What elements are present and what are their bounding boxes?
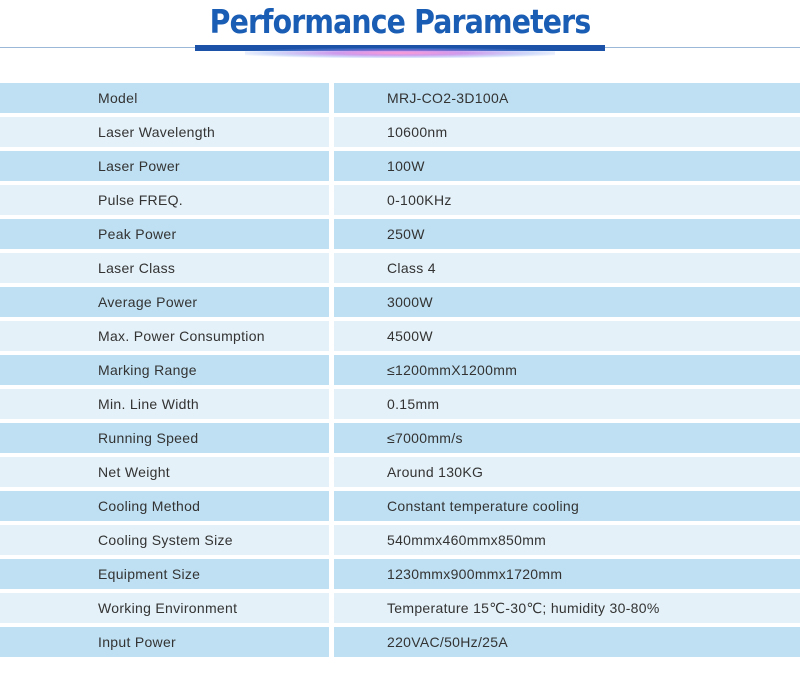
spec-value: 540mmx460mmx850mm xyxy=(334,525,800,555)
spec-row: Cooling Method Constant temperature cooli… xyxy=(0,489,800,523)
spec-name: Laser Class xyxy=(0,253,329,283)
spec-row: Average Power 3000W xyxy=(0,285,800,319)
spec-value: 220VAC/50Hz/25A xyxy=(334,627,800,657)
header-glow-decoration xyxy=(245,48,555,58)
spec-row: Cooling System Size 540mmx460mmx850mm xyxy=(0,523,800,557)
spec-value: ≤7000mm/s xyxy=(334,423,800,453)
spec-value: Around 130KG xyxy=(334,457,800,487)
spec-value: ≤1200mmX1200mm xyxy=(334,355,800,385)
spec-name: Cooling System Size xyxy=(0,525,329,555)
spec-row: Equipment Size 1230mmx900mmx1720mm xyxy=(0,557,800,591)
spec-row: Marking Range ≤1200mmX1200mm xyxy=(0,353,800,387)
spec-value: 0.15mm xyxy=(334,389,800,419)
spec-name: Laser Power xyxy=(0,151,329,181)
spec-name: Marking Range xyxy=(0,355,329,385)
spec-name: Cooling Method xyxy=(0,491,329,521)
spec-value: 100W xyxy=(334,151,800,181)
page-title: Performance Parameters xyxy=(209,2,592,41)
spec-value: 250W xyxy=(334,219,800,249)
spec-name: Running Speed xyxy=(0,423,329,453)
spec-value: Temperature 15℃-30℃; humidity 30-80% xyxy=(334,593,800,623)
spec-name: Working Environment xyxy=(0,593,329,623)
spec-value: MRJ-CO2-3D100A xyxy=(334,83,800,113)
spec-table: Model MRJ-CO2-3D100A Laser Wavelength 10600… xyxy=(0,81,800,659)
spec-name: Pulse FREQ. xyxy=(0,185,329,215)
spec-name: Peak Power xyxy=(0,219,329,249)
spec-row: Model MRJ-CO2-3D100A xyxy=(0,81,800,115)
spec-row: Max. Power Consumption 4500W xyxy=(0,319,800,353)
spec-name: Average Power xyxy=(0,287,329,317)
spec-row: Running Speed ≤7000mm/s xyxy=(0,421,800,455)
spec-value: 10600nm xyxy=(334,117,800,147)
spec-value: 1230mmx900mmx1720mm xyxy=(334,559,800,589)
spec-name: Net Weight xyxy=(0,457,329,487)
spec-name: Model xyxy=(0,83,329,113)
spec-value: Class 4 xyxy=(334,253,800,283)
spec-row: Laser Wavelength 10600nm xyxy=(0,115,800,149)
spec-row: Min. Line Width 0.15mm xyxy=(0,387,800,421)
spec-name: Max. Power Consumption xyxy=(0,321,329,351)
spec-name: Input Power xyxy=(0,627,329,657)
spec-row: Working Environment Temperature 15℃-30℃; … xyxy=(0,591,800,625)
spec-name: Laser Wavelength xyxy=(0,117,329,147)
spec-name: Min. Line Width xyxy=(0,389,329,419)
spec-name: Equipment Size xyxy=(0,559,329,589)
spec-row: Net Weight Around 130KG xyxy=(0,455,800,489)
spec-value: 3000W xyxy=(334,287,800,317)
spec-value: 0-100KHz xyxy=(334,185,800,215)
spec-row: Laser Power 100W xyxy=(0,149,800,183)
spec-row: Laser Class Class 4 xyxy=(0,251,800,285)
spec-row: Peak Power 250W xyxy=(0,217,800,251)
spec-row: Pulse FREQ. 0-100KHz xyxy=(0,183,800,217)
spec-value: 4500W xyxy=(334,321,800,351)
spec-value: Constant temperature cooling xyxy=(334,491,800,521)
spec-row: Input Power 220VAC/50Hz/25A xyxy=(0,625,800,659)
page-header: Performance Parameters xyxy=(0,0,800,60)
